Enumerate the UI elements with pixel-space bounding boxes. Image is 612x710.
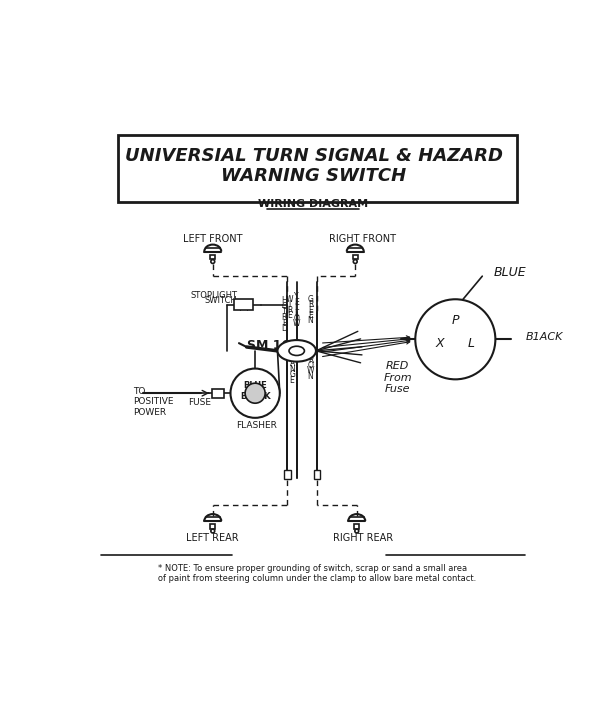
Circle shape (231, 368, 280, 418)
Text: R: R (282, 313, 287, 322)
Ellipse shape (277, 340, 316, 361)
Bar (313, 470, 320, 479)
Text: O: O (308, 361, 313, 370)
Text: N: N (308, 372, 313, 381)
Bar (285, 470, 291, 479)
Text: L: L (467, 337, 474, 349)
Text: W: W (293, 320, 300, 329)
Text: BLACK: BLACK (240, 392, 271, 400)
Bar (212, 388, 225, 398)
Text: N: N (289, 365, 295, 374)
Text: R: R (287, 305, 293, 315)
Text: G: G (289, 370, 295, 379)
Circle shape (211, 260, 215, 263)
Bar (354, 524, 359, 529)
Text: WIRING DIAGRAM: WIRING DIAGRAM (258, 199, 368, 209)
Text: SM 160: SM 160 (247, 339, 299, 352)
Text: E: E (289, 376, 294, 385)
Text: STOPLIGHT: STOPLIGHT (190, 291, 237, 300)
Text: I: I (289, 300, 291, 309)
Bar (211, 255, 215, 259)
Text: FLASHER: FLASHER (236, 421, 277, 430)
Text: T: T (282, 307, 286, 316)
Text: E: E (308, 311, 313, 320)
Text: Y: Y (294, 293, 299, 302)
Circle shape (353, 260, 357, 263)
FancyBboxPatch shape (118, 135, 517, 202)
Text: B1ACK: B1ACK (526, 332, 564, 342)
Text: * NOTE: To ensure proper grounding of switch, scrap or sand a small area
   of p: * NOTE: To ensure proper grounding of sw… (150, 564, 476, 583)
Text: X: X (436, 337, 444, 349)
Text: RIGHT REAR: RIGHT REAR (333, 533, 393, 543)
Text: E: E (288, 311, 292, 320)
Text: TO
POSITIVE
POWER: TO POSITIVE POWER (133, 387, 174, 417)
Bar (211, 524, 215, 529)
Text: WARNING SWITCH: WARNING SWITCH (221, 167, 406, 185)
Text: RIGHT FRONT: RIGHT FRONT (329, 234, 397, 244)
Text: R: R (308, 300, 313, 309)
Text: N: N (308, 317, 313, 325)
Text: LEFT REAR: LEFT REAR (187, 533, 239, 543)
Text: A: A (289, 359, 295, 368)
Text: O: O (282, 302, 287, 311)
Text: R: R (289, 354, 295, 363)
Text: RED
From
Fuse: RED From Fuse (383, 361, 412, 394)
Bar (353, 255, 357, 259)
Text: G: G (308, 295, 313, 304)
Text: BLUE: BLUE (494, 266, 526, 279)
Text: L: L (294, 303, 299, 312)
Text: E: E (308, 305, 313, 315)
Text: R: R (308, 356, 313, 365)
Text: E: E (282, 319, 287, 327)
Text: BLUE: BLUE (243, 381, 267, 390)
Text: LEFT FRONT: LEFT FRONT (183, 234, 242, 244)
Text: H: H (282, 296, 287, 305)
Text: W: W (307, 366, 315, 376)
Circle shape (355, 529, 359, 533)
Text: E: E (294, 297, 299, 307)
Text: L: L (294, 309, 299, 317)
Bar (234, 299, 253, 310)
Circle shape (211, 529, 215, 533)
Text: UNIVERSIAL TURN SIGNAL & HAZARD: UNIVERSIAL TURN SIGNAL & HAZARD (125, 147, 502, 165)
Text: SWITCH: SWITCH (204, 296, 237, 305)
Text: D: D (282, 324, 287, 333)
Text: O: O (289, 349, 295, 358)
Text: B: B (308, 350, 313, 359)
Circle shape (416, 299, 495, 379)
Circle shape (245, 383, 265, 403)
Text: O: O (294, 314, 300, 323)
Text: W: W (286, 295, 294, 304)
Ellipse shape (289, 346, 304, 356)
Text: FUSE: FUSE (188, 398, 211, 407)
Text: P: P (452, 314, 459, 327)
